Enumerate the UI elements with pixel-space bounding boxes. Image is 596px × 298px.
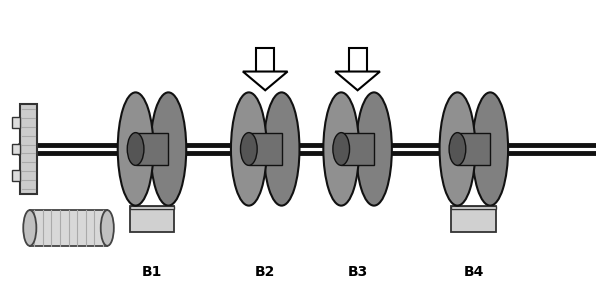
Bar: [12, 117, 20, 128]
Bar: [12, 170, 20, 181]
FancyBboxPatch shape: [249, 133, 282, 165]
Ellipse shape: [440, 92, 476, 206]
Bar: [452, 206, 496, 232]
Ellipse shape: [240, 133, 257, 165]
Text: B3: B3: [347, 265, 368, 279]
Bar: [12, 144, 20, 154]
Bar: [349, 48, 367, 73]
Ellipse shape: [449, 133, 466, 165]
FancyBboxPatch shape: [130, 206, 174, 209]
Polygon shape: [335, 72, 380, 90]
Ellipse shape: [101, 210, 114, 246]
Ellipse shape: [356, 92, 392, 206]
Text: B4: B4: [464, 265, 484, 279]
Bar: [20, 104, 37, 194]
Bar: [30, 210, 107, 246]
Ellipse shape: [231, 92, 267, 206]
Polygon shape: [243, 72, 287, 90]
Ellipse shape: [263, 92, 300, 206]
Ellipse shape: [150, 92, 186, 206]
Ellipse shape: [333, 133, 349, 165]
Bar: [256, 48, 274, 73]
FancyBboxPatch shape: [458, 133, 491, 165]
Ellipse shape: [23, 210, 36, 246]
Text: B1: B1: [142, 265, 162, 279]
FancyBboxPatch shape: [341, 133, 374, 165]
Text: B2: B2: [255, 265, 275, 279]
FancyBboxPatch shape: [136, 133, 169, 165]
Ellipse shape: [323, 92, 359, 206]
Ellipse shape: [472, 92, 508, 206]
FancyBboxPatch shape: [452, 206, 496, 209]
Bar: [130, 206, 174, 232]
Ellipse shape: [128, 133, 144, 165]
Ellipse shape: [118, 92, 154, 206]
